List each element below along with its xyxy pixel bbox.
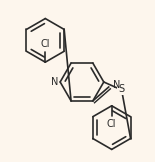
Text: N: N <box>113 80 120 90</box>
Text: Cl: Cl <box>41 39 50 49</box>
Text: Cl: Cl <box>107 119 116 129</box>
Text: S: S <box>119 84 125 94</box>
Text: N: N <box>51 77 58 87</box>
